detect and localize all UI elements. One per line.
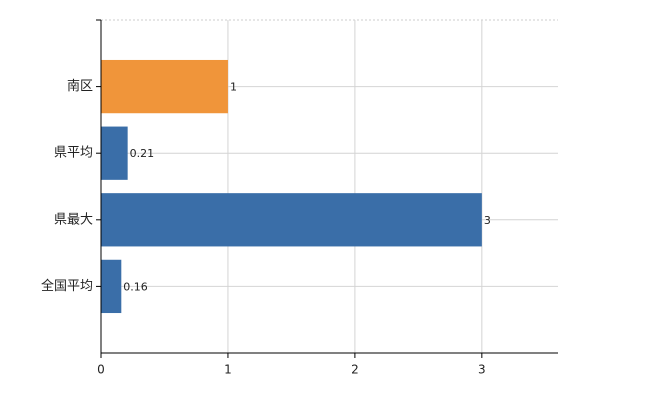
y-tick-label: 全国平均 bbox=[41, 278, 93, 294]
bar bbox=[101, 126, 128, 180]
value-label: 1 bbox=[230, 81, 237, 94]
y-tick-label: 南区 bbox=[67, 78, 93, 94]
value-label: 0.21 bbox=[130, 147, 155, 160]
x-tick-label: 2 bbox=[351, 363, 359, 377]
y-tick-label: 県最大 bbox=[54, 212, 93, 227]
bar bbox=[101, 59, 228, 114]
x-tick-label: 3 bbox=[478, 363, 486, 377]
y-tick-label: 県平均 bbox=[54, 146, 93, 161]
value-label: 3 bbox=[484, 214, 491, 227]
value-label: 0.16 bbox=[123, 280, 148, 293]
bar bbox=[101, 193, 482, 247]
x-tick-label: 1 bbox=[224, 363, 232, 377]
x-tick-label: 0 bbox=[97, 363, 105, 377]
bar bbox=[101, 259, 122, 314]
